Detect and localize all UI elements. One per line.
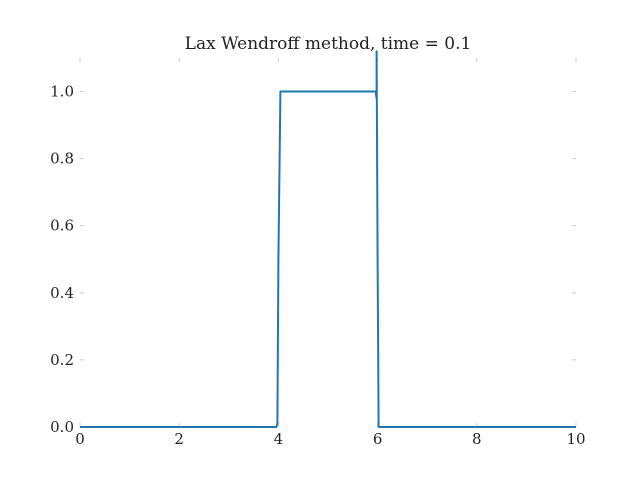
plot-area xyxy=(80,50,576,428)
y-tick-label: 0.6 xyxy=(50,217,74,235)
axis-ticks: 0 2 4 6 8 10 0.0 0.2 0.4 0.6 0.8 1.0 xyxy=(50,58,586,448)
x-tick-label: 10 xyxy=(566,430,585,448)
y-tick-label: 0.0 xyxy=(50,418,74,436)
x-tick-label: 6 xyxy=(373,430,383,448)
x-tick-label: 0 xyxy=(75,430,85,448)
y-tick-label: 0.8 xyxy=(50,150,74,168)
x-tick-label: 2 xyxy=(174,430,184,448)
y-tick-label: 1.0 xyxy=(50,83,74,101)
y-tick-label: 0.2 xyxy=(50,351,74,369)
y-tick-label: 0.4 xyxy=(50,284,74,302)
x-tick-label: 4 xyxy=(274,430,284,448)
chart-title: Lax Wendroff method, time = 0.1 xyxy=(185,34,472,54)
series-line xyxy=(80,50,576,428)
x-tick-label: 8 xyxy=(472,430,482,448)
